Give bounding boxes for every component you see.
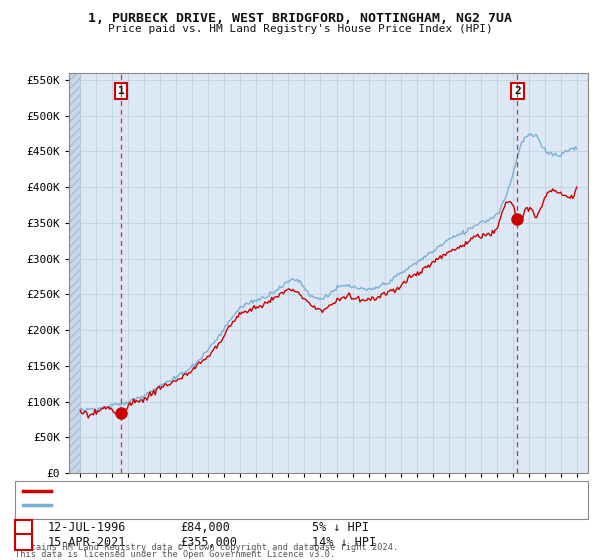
Text: 1: 1	[20, 521, 27, 534]
Text: £84,000: £84,000	[180, 521, 230, 534]
Polygon shape	[69, 73, 80, 473]
Text: 1, PURBECK DRIVE, WEST BRIDGFORD, NOTTINGHAM, NG2 7UA (detached house): 1, PURBECK DRIVE, WEST BRIDGFORD, NOTTIN…	[55, 486, 475, 496]
Text: HPI: Average price, detached house, Rushcliffe: HPI: Average price, detached house, Rush…	[55, 500, 331, 510]
Text: This data is licensed under the Open Government Licence v3.0.: This data is licensed under the Open Gov…	[15, 550, 335, 559]
Text: Price paid vs. HM Land Registry's House Price Index (HPI): Price paid vs. HM Land Registry's House …	[107, 24, 493, 34]
Text: 2: 2	[20, 535, 27, 549]
Text: 1, PURBECK DRIVE, WEST BRIDGFORD, NOTTINGHAM, NG2 7UA: 1, PURBECK DRIVE, WEST BRIDGFORD, NOTTIN…	[88, 12, 512, 25]
Text: 1: 1	[118, 86, 124, 96]
Text: Contains HM Land Registry data © Crown copyright and database right 2024.: Contains HM Land Registry data © Crown c…	[15, 543, 398, 552]
Text: 2: 2	[514, 86, 521, 96]
Text: 5% ↓ HPI: 5% ↓ HPI	[312, 521, 369, 534]
Text: £355,000: £355,000	[180, 535, 237, 549]
Text: 12-JUL-1996: 12-JUL-1996	[48, 521, 127, 534]
Text: 15-APR-2021: 15-APR-2021	[48, 535, 127, 549]
Text: 14% ↓ HPI: 14% ↓ HPI	[312, 535, 376, 549]
